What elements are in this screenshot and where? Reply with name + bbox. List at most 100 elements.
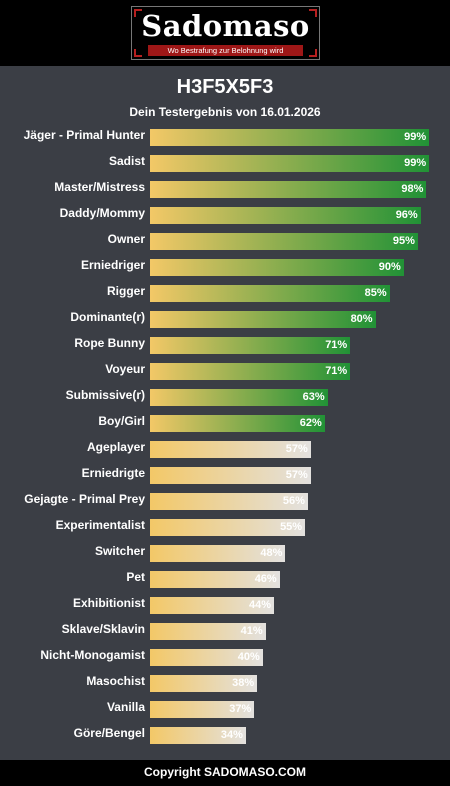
bar-value-label: 99%	[404, 157, 427, 169]
bar-track: 98%	[150, 181, 432, 198]
bar-category-label: Sadist	[108, 154, 145, 168]
bar-category-label: Dominante(r)	[70, 310, 145, 324]
bar-category-label: Erniedrigte	[81, 466, 145, 480]
bar-value-label: 71%	[325, 339, 348, 351]
bar-track: 63%	[150, 389, 432, 406]
bar-value-label: 62%	[299, 417, 322, 429]
bar-value-label: 98%	[401, 183, 424, 195]
bar-row: Ageplayer 57%	[0, 436, 450, 462]
bar: 85%	[150, 285, 390, 302]
bar-row: Erniedrigte 57%	[0, 462, 450, 488]
header-bar: Sadomaso Wo Bestrafung zur Belohnung wir…	[0, 0, 450, 66]
bar-value-label: 37%	[229, 703, 252, 715]
logo-corner-ornament	[309, 9, 317, 17]
bar: 99%	[150, 129, 430, 146]
bar-row: Erniedriger 90%	[0, 254, 450, 280]
logo-corner-ornament	[309, 49, 317, 57]
bar: 48%	[150, 545, 286, 562]
bar-value-label: 34%	[220, 729, 243, 741]
bar-row: Sadist 99%	[0, 150, 450, 176]
bar-row: Pet 46%	[0, 566, 450, 592]
bar-row: Rope Bunny 71%	[0, 332, 450, 358]
logo-corner-ornament	[134, 49, 142, 57]
bar-row: Dominante(r) 80%	[0, 306, 450, 332]
bar-row: Exhibitionist 44%	[0, 592, 450, 618]
bar-track: 41%	[150, 623, 432, 640]
bar-track: 56%	[150, 493, 432, 510]
bar-value-label: 63%	[302, 391, 325, 403]
bar-track: 71%	[150, 363, 432, 380]
bar-row: Master/Mistress 98%	[0, 176, 450, 202]
site-logo[interactable]: Sadomaso Wo Bestrafung zur Belohnung wir…	[131, 6, 320, 60]
bar-category-label: Masochist	[86, 674, 145, 688]
bar: 71%	[150, 337, 351, 354]
bar-category-label: Jäger - Primal Hunter	[23, 128, 145, 142]
bar-category-label: Ageplayer	[86, 440, 145, 454]
footer-bar: Copyright SADOMASO.COM	[0, 760, 450, 786]
bar-row: Rigger 85%	[0, 280, 450, 306]
bar: 40%	[150, 649, 263, 666]
bar-track: 46%	[150, 571, 432, 588]
bar-value-label: 80%	[350, 313, 373, 325]
bar-track: 48%	[150, 545, 432, 562]
bar-track: 34%	[150, 727, 432, 744]
bar-value-label: 90%	[378, 261, 401, 273]
bar: 62%	[150, 415, 325, 432]
results-bar-chart: Jäger - Primal Hunter 99% Sadist 99% Master/…	[0, 124, 450, 748]
result-subtitle: Dein Testergebnis von 16.01.2026	[129, 105, 321, 119]
bar-row: Voyeur 71%	[0, 358, 450, 384]
bar-category-label: Rigger	[106, 284, 145, 298]
bar: 44%	[150, 597, 275, 614]
bar-value-label: 40%	[237, 651, 260, 663]
bar-value-label: 96%	[395, 209, 418, 221]
bar: 95%	[150, 233, 418, 250]
bar-value-label: 38%	[232, 677, 255, 689]
bar-row: Sklave/Sklavin 41%	[0, 618, 450, 644]
bar-track: 38%	[150, 675, 432, 692]
bar-category-label: Nicht-Monogamist	[40, 648, 145, 662]
bar-value-label: 95%	[392, 235, 415, 247]
bar-value-label: 85%	[364, 287, 387, 299]
bar-value-label: 55%	[280, 521, 303, 533]
result-title: H3F5X5F3	[176, 76, 274, 98]
bar-row: Vanilla 37%	[0, 696, 450, 722]
bar: 56%	[150, 493, 308, 510]
bar-category-label: Vanilla	[106, 700, 145, 714]
bar-row: Switcher 48%	[0, 540, 450, 566]
bar-category-label: Master/Mistress	[54, 180, 145, 194]
bar: 71%	[150, 363, 351, 380]
bar-value-label: 56%	[282, 495, 305, 507]
bar-row: Submissive(r) 63%	[0, 384, 450, 410]
bar-category-label: Daddy/Mommy	[59, 206, 145, 220]
bar-category-label: Voyeur	[105, 362, 145, 376]
bar-value-label: 57%	[285, 443, 308, 455]
bar-track: 99%	[150, 129, 432, 146]
bar-row: Experimentalist 55%	[0, 514, 450, 540]
bar: 99%	[150, 155, 430, 172]
bar-category-label: Exhibitionist	[73, 596, 145, 610]
bar: 98%	[150, 181, 427, 198]
bar-category-label: Boy/Girl	[98, 414, 145, 428]
bar-value-label: 41%	[240, 625, 263, 637]
bar-track: 44%	[150, 597, 432, 614]
bar-category-label: Göre/Bengel	[73, 726, 145, 740]
bar-category-label: Erniedriger	[80, 258, 145, 272]
bar-value-label: 57%	[285, 469, 308, 481]
bar-track: 57%	[150, 441, 432, 458]
bar-track: 40%	[150, 649, 432, 666]
bar-track: 62%	[150, 415, 432, 432]
bar-row: Masochist 38%	[0, 670, 450, 696]
bar-value-label: 48%	[260, 547, 283, 559]
bar: 80%	[150, 311, 376, 328]
bar: 90%	[150, 259, 404, 276]
bar-track: 96%	[150, 207, 432, 224]
bar-category-label: Switcher	[94, 544, 145, 558]
bar-track: 55%	[150, 519, 432, 536]
bar-track: 80%	[150, 311, 432, 328]
bar-row: Daddy/Mommy 96%	[0, 202, 450, 228]
bar: 41%	[150, 623, 266, 640]
bar-value-label: 99%	[404, 131, 427, 143]
logo-tagline: Wo Bestrafung zur Belohnung wird	[148, 45, 303, 56]
bar: 57%	[150, 441, 311, 458]
bar-track: 37%	[150, 701, 432, 718]
